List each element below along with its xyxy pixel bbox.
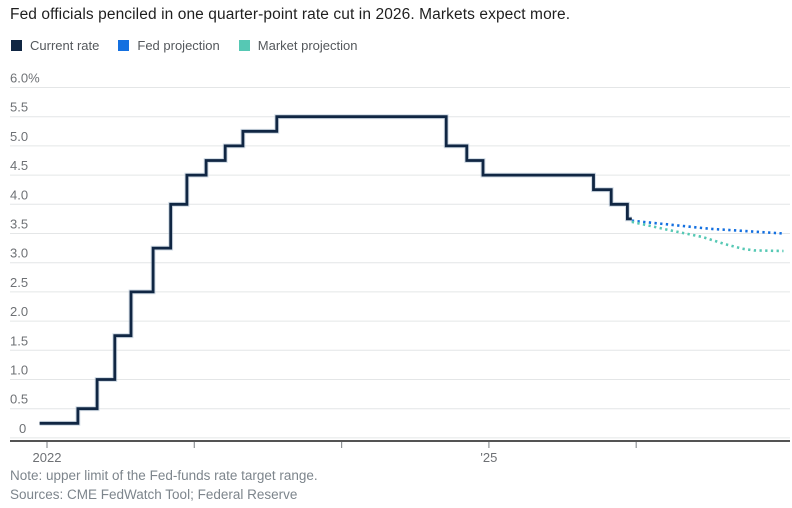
chart-note: Note: upper limit of the Fed-funds rate … (10, 468, 318, 483)
rate-chart: 6.0% 5.5 5.0 4.5 4.0 3.5 3.0 2.5 2.0 1.5 1.0 0.5 0 20… (10, 71, 790, 465)
chart-footer: Note: upper limit of the Fed-funds rate … (10, 466, 318, 504)
y-axis-label: 6.0% (10, 71, 40, 86)
legend-item-current-rate: Current rate (11, 38, 99, 53)
chart-title: Fed officials penciled in one quarter-po… (10, 6, 571, 23)
y-axis-label: 2.5 (10, 275, 28, 290)
series-market-projection (631, 220, 784, 253)
y-axis-label: 3.0 (10, 246, 28, 261)
market-projection-swatch (238, 40, 250, 51)
y-axis-label: 1.0 (10, 363, 28, 378)
fed-projection-swatch (118, 40, 130, 51)
y-axis-label: 5.0 (10, 129, 28, 144)
y-axis-label: 3.5 (10, 217, 28, 232)
legend-label-market-projection: Market projection (257, 38, 358, 53)
current-rate-swatch (11, 40, 22, 51)
chart-sources: Sources: CME FedWatch Tool; Federal Rese… (10, 487, 298, 502)
y-axis-label: 2.0 (10, 304, 28, 319)
y-axis-label: 4.0 (10, 187, 28, 202)
y-axis-label: 1.5 (10, 333, 28, 348)
legend-item-market-projection: Market projection (238, 38, 358, 53)
x-axis-label: 2022 (33, 450, 62, 465)
series-current-rate (39, 115, 632, 425)
legend-item-fed-projection: Fed projection (118, 38, 220, 53)
x-axis-label: '25 (480, 450, 497, 465)
legend-label-current-rate: Current rate (30, 38, 100, 53)
y-axis-label: 0 (19, 421, 26, 436)
y-axis-label: 4.5 (10, 158, 28, 173)
series-current-rate-halo (39, 114, 632, 426)
series-fed-projection (631, 219, 784, 235)
legend-label-fed-projection: Fed projection (137, 38, 220, 53)
y-axis-label: 0.5 (10, 392, 28, 407)
legend: Current rate Fed projection Market proje… (11, 38, 357, 53)
y-axis-label: 5.5 (10, 100, 28, 115)
